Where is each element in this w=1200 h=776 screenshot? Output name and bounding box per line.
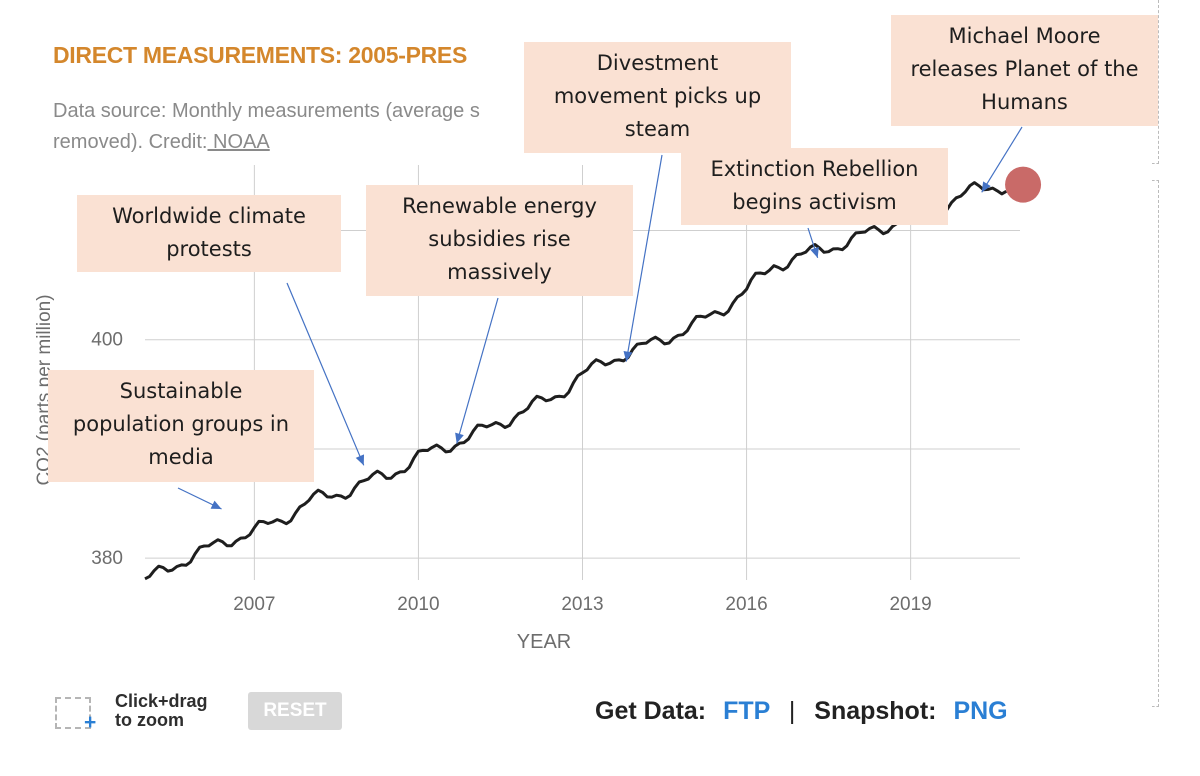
- callout-extinction-rebellion: Extinction Rebellion begins activism: [681, 148, 948, 225]
- callout-line: begins activism: [732, 190, 897, 214]
- callout-line: Worldwide climate: [112, 204, 306, 228]
- credit-label: removed). Credit:: [53, 131, 208, 153]
- callout-line: protests: [166, 237, 252, 261]
- callout-arrowhead: [455, 432, 464, 444]
- callout-line: Renewable energy: [402, 194, 597, 218]
- callout-line: population groups in: [72, 412, 290, 436]
- callout-arrow-line: [286, 282, 365, 466]
- credit-line: removed). Credit: NOAA: [53, 127, 613, 158]
- callout-line: movement picks up: [553, 84, 762, 108]
- x-tick-label: 2016: [725, 594, 767, 615]
- callout-worldwide-protests: Worldwide climate protests: [77, 195, 341, 272]
- callout-line: steam: [624, 117, 691, 141]
- snapshot-label: Snapshot:: [814, 697, 937, 725]
- callout-planet-of-humans: Michael Moore releases Planet of the Hum…: [891, 15, 1158, 126]
- callout-line: Extinction Rebellion: [710, 157, 919, 181]
- zoom-box-icon[interactable]: [55, 697, 91, 729]
- latest-value-marker[interactable]: [1005, 166, 1042, 203]
- panel-border-upper: [1152, 0, 1159, 164]
- zoom-hint-line: Click+drag: [115, 691, 208, 711]
- separator: |: [788, 697, 796, 725]
- callout-arrowhead: [623, 350, 633, 362]
- reset-button[interactable]: RESET: [248, 692, 342, 730]
- callout-line: releases Planet of the: [910, 57, 1139, 81]
- callout-line: Humans: [981, 90, 1068, 114]
- x-tick-label: 2010: [397, 594, 439, 615]
- data-source-line: Data source: Monthly measurements (avera…: [53, 100, 480, 122]
- callout-divestment: Divestment movement picks up steam: [524, 42, 791, 153]
- chart-title: DIRECT MEASUREMENTS: 2005-PRES: [53, 42, 468, 68]
- y-tick-label: 380: [91, 548, 123, 569]
- callout-arrow-line: [456, 297, 499, 444]
- y-tick-label: 400: [91, 330, 123, 351]
- callout-renewable-subsidies: Renewable energy subsidies rise massivel…: [366, 185, 633, 296]
- x-axis-label: YEAR: [517, 631, 571, 653]
- zoom-hint: Click+drag to zoom: [115, 692, 208, 730]
- ftp-link[interactable]: FTP: [723, 697, 770, 725]
- callout-line: Michael Moore: [948, 24, 1101, 48]
- export-links: Get Data: FTP | Snapshot: PNG: [595, 697, 1008, 726]
- callout-arrowhead: [810, 246, 819, 258]
- callout-line: massively: [447, 260, 552, 284]
- zoom-hint-line: to zoom: [115, 710, 184, 730]
- plus-icon: +: [84, 711, 97, 734]
- callout-line: Sustainable: [119, 379, 243, 403]
- x-tick-label: 2013: [561, 594, 603, 615]
- panel-border-lower: [1152, 180, 1159, 707]
- noaa-credit-link[interactable]: NOAA: [207, 131, 270, 153]
- x-tick-label: 2019: [889, 594, 931, 615]
- get-data-label: Get Data:: [595, 697, 707, 725]
- callout-line: subsidies rise: [428, 227, 571, 251]
- callout-sustainable-population: Sustainable population groups in media: [48, 370, 314, 482]
- png-link[interactable]: PNG: [953, 697, 1008, 725]
- callout-arrow-line: [625, 154, 663, 362]
- data-source-note: Data source: Monthly measurements (avera…: [53, 96, 613, 158]
- callout-line: media: [148, 445, 214, 469]
- x-tick-label: 2007: [233, 594, 275, 615]
- callout-arrowhead: [355, 454, 365, 466]
- callout-arrow-line: [981, 126, 1023, 193]
- callout-line: Divestment: [596, 51, 719, 75]
- co2-series-line: [144, 181, 1008, 581]
- callout-arrowhead: [210, 500, 222, 510]
- callout-arrowhead: [981, 181, 991, 193]
